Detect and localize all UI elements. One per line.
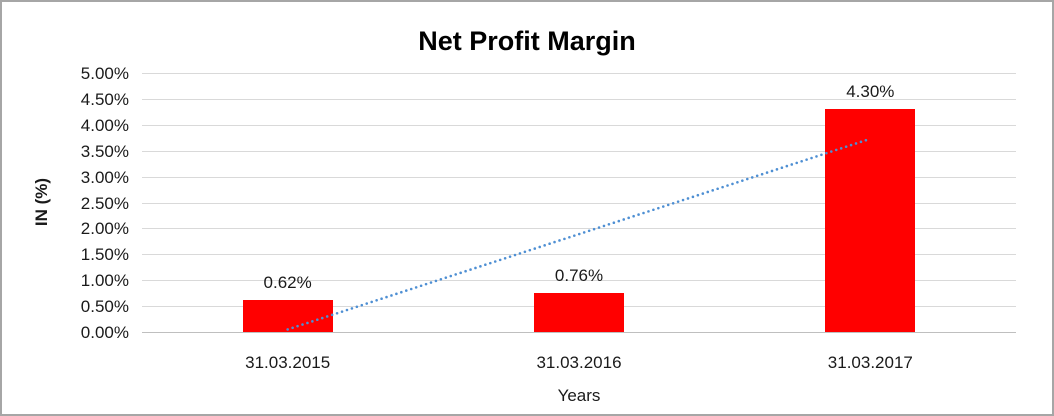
- y-tick-label: 3.50%: [80, 141, 129, 161]
- gridline: [142, 280, 1016, 282]
- gridline: [142, 98, 1016, 100]
- x-tick-label: 31.03.2016: [536, 353, 622, 372]
- data-label: 0.62%: [263, 272, 312, 292]
- chart-title: Net Profit Margin: [418, 26, 636, 56]
- data-label: 4.30%: [846, 82, 895, 102]
- gridline: [142, 150, 1016, 152]
- bar-31.03.2017: [825, 109, 916, 332]
- gridline: [142, 73, 1016, 74]
- y-tick-label: 3.00%: [80, 167, 129, 187]
- y-tick-label: 4.50%: [80, 89, 129, 109]
- plot-area: 0.62% 0.76% 4.30%: [142, 73, 1016, 333]
- data-label: 0.76%: [554, 265, 604, 285]
- gridline: [142, 202, 1016, 204]
- gridline: [142, 124, 1016, 126]
- x-axis-title: Years: [557, 386, 601, 405]
- gridline: [142, 228, 1016, 230]
- y-tick-label: 2.00%: [80, 219, 129, 239]
- gridline: [142, 176, 1016, 178]
- y-tick-label: 2.50%: [80, 193, 129, 213]
- trendline: [286, 137, 872, 331]
- x-axis-line: [142, 332, 1016, 333]
- y-tick-label: 1.50%: [80, 245, 129, 265]
- x-tick-label: 31.03.2015: [245, 353, 331, 372]
- y-tick-label: 5.00%: [80, 64, 129, 83]
- x-tick-label: 31.03.2017: [827, 353, 913, 372]
- y-tick-label: 4.00%: [80, 115, 129, 135]
- y-tick-label: 0.50%: [80, 297, 129, 317]
- gridline: [142, 254, 1016, 256]
- y-tick-label: 0.00%: [80, 323, 129, 342]
- bar-31.03.2016: [534, 292, 624, 332]
- bar-31.03.2015: [242, 299, 333, 332]
- y-tick-label: 1.00%: [80, 271, 129, 291]
